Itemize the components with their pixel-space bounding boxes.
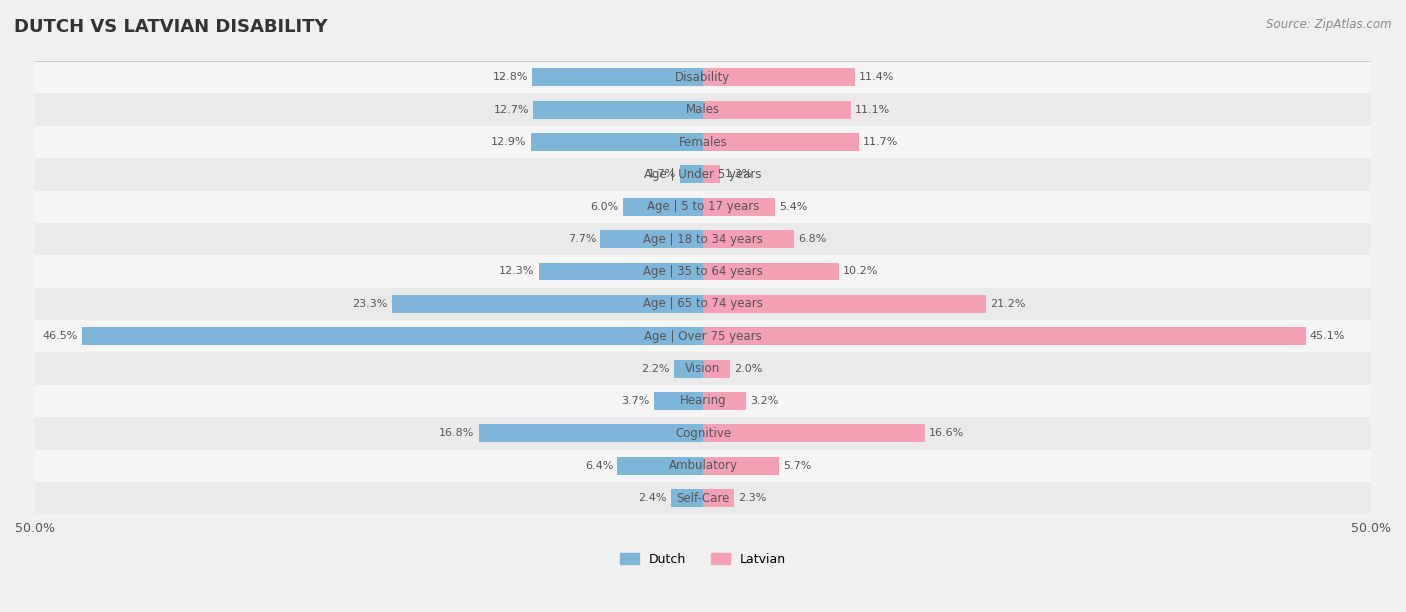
Text: Age | Under 5 years: Age | Under 5 years [644, 168, 762, 181]
Bar [35, 320, 1371, 353]
Text: 2.4%: 2.4% [638, 493, 666, 503]
Text: 5.7%: 5.7% [783, 461, 811, 471]
Bar [703, 295, 986, 313]
Bar [35, 94, 1371, 126]
Text: Ambulatory: Ambulatory [668, 459, 738, 472]
Text: 1.7%: 1.7% [648, 170, 676, 179]
Bar [703, 101, 851, 119]
Bar [35, 126, 1371, 158]
Text: 6.4%: 6.4% [585, 461, 613, 471]
Bar [703, 69, 855, 86]
Bar [703, 327, 1306, 345]
Text: Females: Females [679, 135, 727, 149]
Text: 1.3%: 1.3% [724, 170, 752, 179]
Bar [703, 360, 730, 378]
Bar [35, 158, 1371, 190]
Bar [703, 425, 925, 442]
Text: Source: ZipAtlas.com: Source: ZipAtlas.com [1267, 18, 1392, 31]
Bar [531, 69, 703, 86]
Bar [703, 165, 720, 183]
Bar [600, 230, 703, 248]
Bar [673, 360, 703, 378]
Text: 12.9%: 12.9% [491, 137, 527, 147]
Bar [703, 198, 775, 215]
Bar [35, 223, 1371, 255]
Bar [35, 190, 1371, 223]
Bar [623, 198, 703, 215]
Bar [35, 353, 1371, 385]
Text: Self-Care: Self-Care [676, 491, 730, 504]
Bar [671, 489, 703, 507]
Text: 11.4%: 11.4% [859, 72, 894, 82]
Bar [478, 425, 703, 442]
Text: Disability: Disability [675, 71, 731, 84]
Bar [703, 230, 794, 248]
Text: 2.3%: 2.3% [738, 493, 766, 503]
Text: Vision: Vision [685, 362, 721, 375]
Bar [703, 263, 839, 280]
Text: 6.8%: 6.8% [797, 234, 827, 244]
Bar [392, 295, 703, 313]
Text: 11.1%: 11.1% [855, 105, 890, 114]
Text: 23.3%: 23.3% [353, 299, 388, 309]
Text: Age | Over 75 years: Age | Over 75 years [644, 330, 762, 343]
Bar [35, 482, 1371, 514]
Legend: Dutch, Latvian: Dutch, Latvian [614, 548, 792, 571]
Bar [703, 133, 859, 151]
Bar [654, 392, 703, 410]
Text: 7.7%: 7.7% [568, 234, 596, 244]
Bar [35, 385, 1371, 417]
Text: Age | 5 to 17 years: Age | 5 to 17 years [647, 200, 759, 213]
Text: 12.7%: 12.7% [494, 105, 529, 114]
Text: 5.4%: 5.4% [779, 202, 807, 212]
Bar [35, 255, 1371, 288]
Text: 2.0%: 2.0% [734, 364, 762, 373]
Bar [35, 450, 1371, 482]
Bar [82, 327, 703, 345]
Bar [35, 61, 1371, 94]
Bar [530, 133, 703, 151]
Text: 16.8%: 16.8% [439, 428, 475, 438]
Bar [703, 489, 734, 507]
Text: 6.0%: 6.0% [591, 202, 619, 212]
Bar [703, 457, 779, 475]
Text: 46.5%: 46.5% [42, 331, 77, 341]
Text: 3.7%: 3.7% [621, 396, 650, 406]
Text: 10.2%: 10.2% [844, 266, 879, 277]
Bar [617, 457, 703, 475]
Text: 12.3%: 12.3% [499, 266, 534, 277]
Bar [35, 417, 1371, 450]
Text: Males: Males [686, 103, 720, 116]
Text: 16.6%: 16.6% [929, 428, 965, 438]
Text: 3.2%: 3.2% [749, 396, 778, 406]
Text: Age | 18 to 34 years: Age | 18 to 34 years [643, 233, 763, 245]
Bar [703, 392, 745, 410]
Text: 11.7%: 11.7% [863, 137, 898, 147]
Text: 12.8%: 12.8% [492, 72, 529, 82]
Bar [35, 288, 1371, 320]
Text: 2.2%: 2.2% [641, 364, 669, 373]
Text: Age | 65 to 74 years: Age | 65 to 74 years [643, 297, 763, 310]
Bar [681, 165, 703, 183]
Bar [533, 101, 703, 119]
Text: Hearing: Hearing [679, 395, 727, 408]
Text: 21.2%: 21.2% [990, 299, 1026, 309]
Bar [538, 263, 703, 280]
Text: 45.1%: 45.1% [1309, 331, 1346, 341]
Text: Age | 35 to 64 years: Age | 35 to 64 years [643, 265, 763, 278]
Text: DUTCH VS LATVIAN DISABILITY: DUTCH VS LATVIAN DISABILITY [14, 18, 328, 36]
Text: Cognitive: Cognitive [675, 427, 731, 440]
